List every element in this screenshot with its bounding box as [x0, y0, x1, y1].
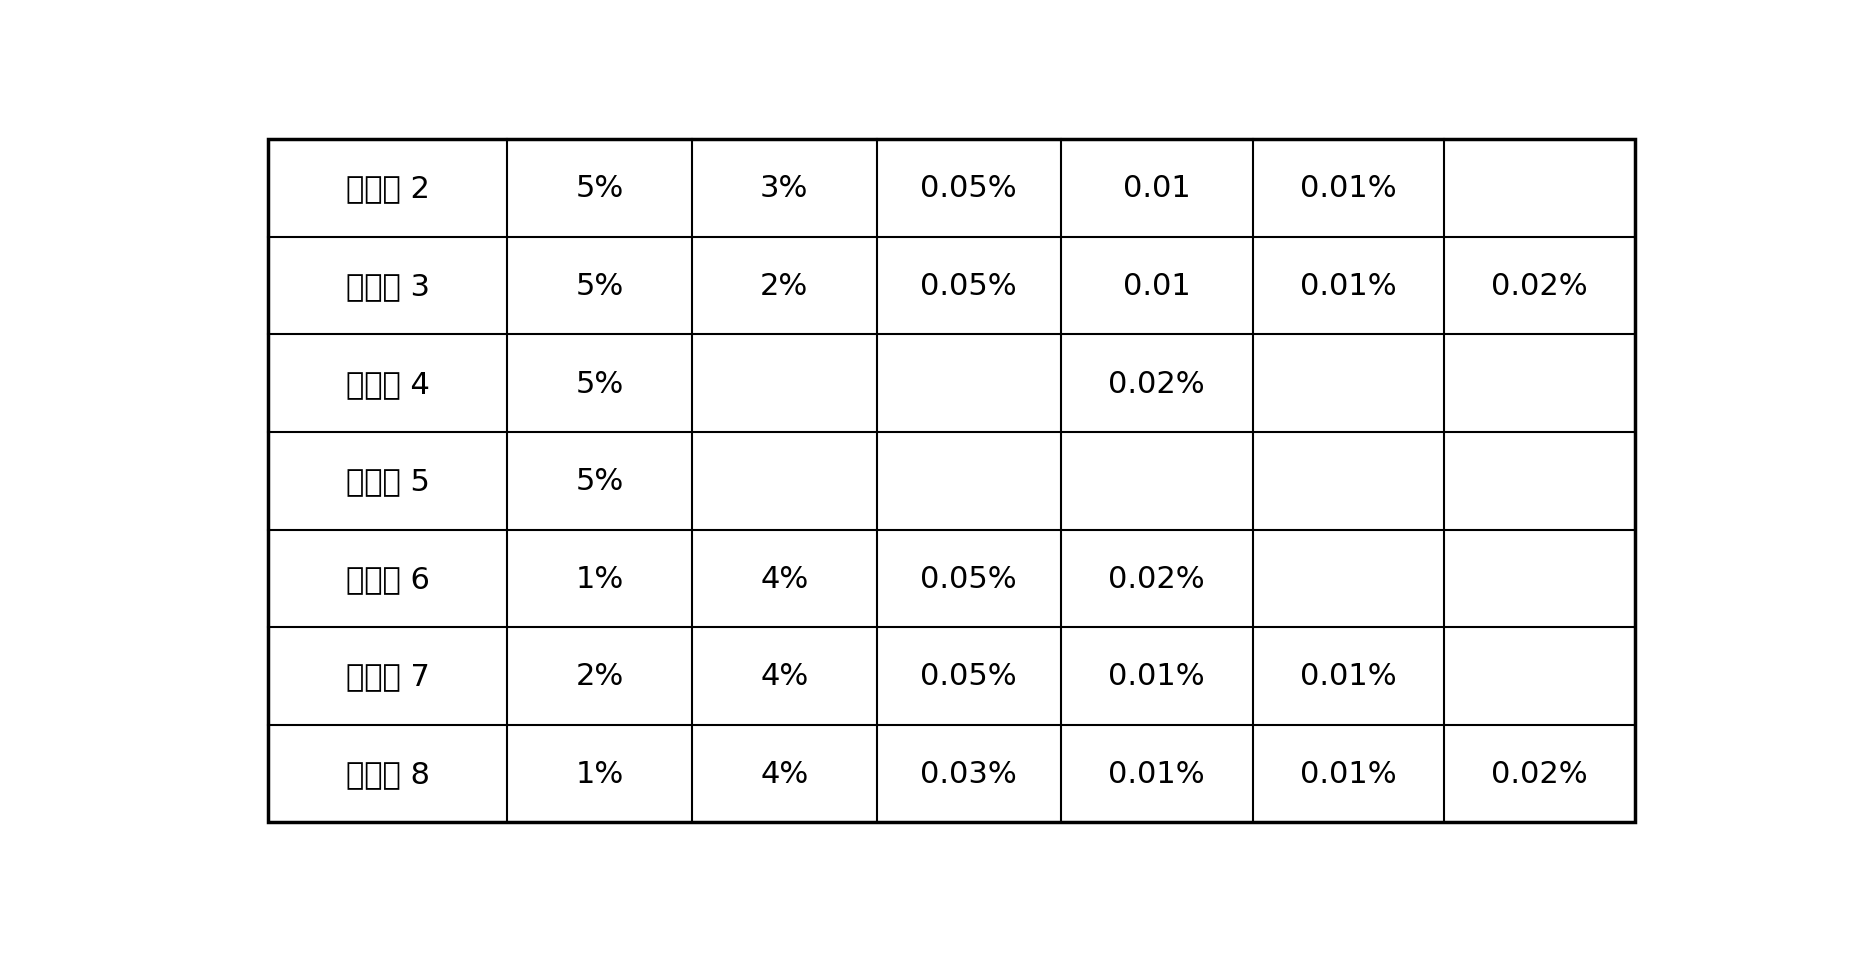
Text: 1%: 1% — [576, 564, 624, 593]
Text: 4%: 4% — [760, 564, 808, 593]
Text: 0.05%: 0.05% — [921, 272, 1018, 301]
Text: 0.02%: 0.02% — [1109, 564, 1205, 593]
Text: 5%: 5% — [576, 370, 624, 398]
Text: 2%: 2% — [576, 661, 624, 691]
Text: 0.05%: 0.05% — [921, 564, 1018, 593]
Text: 实施例 7: 实施例 7 — [345, 661, 429, 691]
Text: 0.02%: 0.02% — [1491, 760, 1588, 788]
Text: 0.02%: 0.02% — [1491, 272, 1588, 301]
Text: 0.01%: 0.01% — [1300, 272, 1396, 301]
Text: 0.01%: 0.01% — [1109, 760, 1205, 788]
Text: 0.01%: 0.01% — [1300, 661, 1396, 691]
Text: 5%: 5% — [576, 174, 624, 203]
Text: 3%: 3% — [760, 174, 808, 203]
Text: 0.01%: 0.01% — [1300, 174, 1396, 203]
Text: 4%: 4% — [760, 760, 808, 788]
Text: 0.01%: 0.01% — [1300, 760, 1396, 788]
Text: 1%: 1% — [576, 760, 624, 788]
Text: 4%: 4% — [760, 661, 808, 691]
Text: 0.05%: 0.05% — [921, 661, 1018, 691]
Text: 实施例 5: 实施例 5 — [345, 467, 429, 496]
Text: 实施例 2: 实施例 2 — [345, 174, 429, 203]
Text: 5%: 5% — [576, 272, 624, 301]
Text: 实施例 3: 实施例 3 — [345, 272, 429, 301]
Text: 0.05%: 0.05% — [921, 174, 1018, 203]
Text: 0.03%: 0.03% — [921, 760, 1018, 788]
Text: 2%: 2% — [760, 272, 808, 301]
Text: 0.01: 0.01 — [1123, 272, 1190, 301]
Text: 0.01%: 0.01% — [1109, 661, 1205, 691]
Text: 实施例 8: 实施例 8 — [345, 760, 429, 788]
Text: 5%: 5% — [576, 467, 624, 496]
Text: 实施例 4: 实施例 4 — [345, 370, 429, 398]
Text: 0.02%: 0.02% — [1109, 370, 1205, 398]
Text: 实施例 6: 实施例 6 — [345, 564, 429, 593]
Text: 0.01: 0.01 — [1123, 174, 1190, 203]
